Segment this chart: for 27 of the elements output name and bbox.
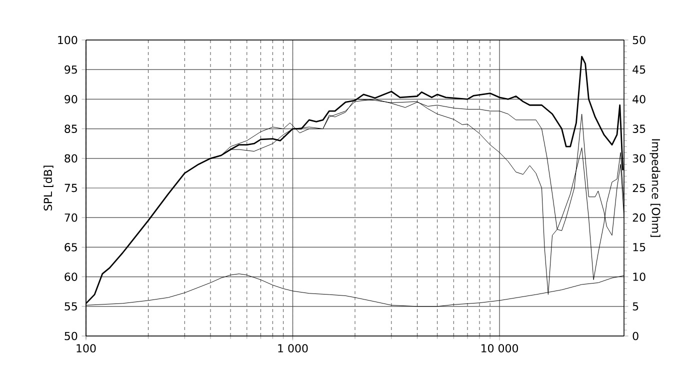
y-tick-label: 80 bbox=[64, 154, 78, 163]
y2-tick-label: 50 bbox=[632, 36, 646, 44]
y2-tick-label: 25 bbox=[632, 184, 646, 192]
y-tick-label: 95 bbox=[64, 65, 77, 74]
y2-axis-title: Impedance [Ohm] bbox=[650, 139, 660, 237]
y2-tick-label: 20 bbox=[632, 213, 646, 222]
y2-tick-label: 45 bbox=[632, 66, 646, 74]
y-tick-label: 65 bbox=[64, 243, 77, 252]
y2-tick-label: 40 bbox=[632, 95, 646, 104]
y2-tick-label: 10 bbox=[633, 272, 646, 281]
y2-tick-label: 0 bbox=[632, 332, 638, 340]
y2-tick-label: 30 bbox=[632, 154, 646, 163]
y2-tick-label: 5 bbox=[632, 302, 638, 310]
y2-tick-label: 35 bbox=[632, 124, 646, 133]
y-tick-label: 55 bbox=[64, 302, 77, 310]
y-tick-label: 70 bbox=[64, 213, 78, 222]
x-tick-label: 1 000 bbox=[278, 344, 308, 352]
y-axis-title: SPL [dB] bbox=[44, 166, 54, 210]
y-tick-label: 75 bbox=[64, 184, 77, 192]
y2-tick-label: 15 bbox=[633, 243, 646, 252]
y-tick-label: 90 bbox=[64, 95, 78, 104]
x-tick-label: 100 bbox=[76, 344, 96, 352]
x-tick-label: 10 000 bbox=[481, 344, 518, 352]
y-tick-label: 50 bbox=[64, 332, 78, 340]
y-tick-label: 85 bbox=[64, 124, 77, 133]
y-tick-label: 100 bbox=[58, 36, 78, 44]
y-tick-label: 60 bbox=[64, 272, 78, 281]
